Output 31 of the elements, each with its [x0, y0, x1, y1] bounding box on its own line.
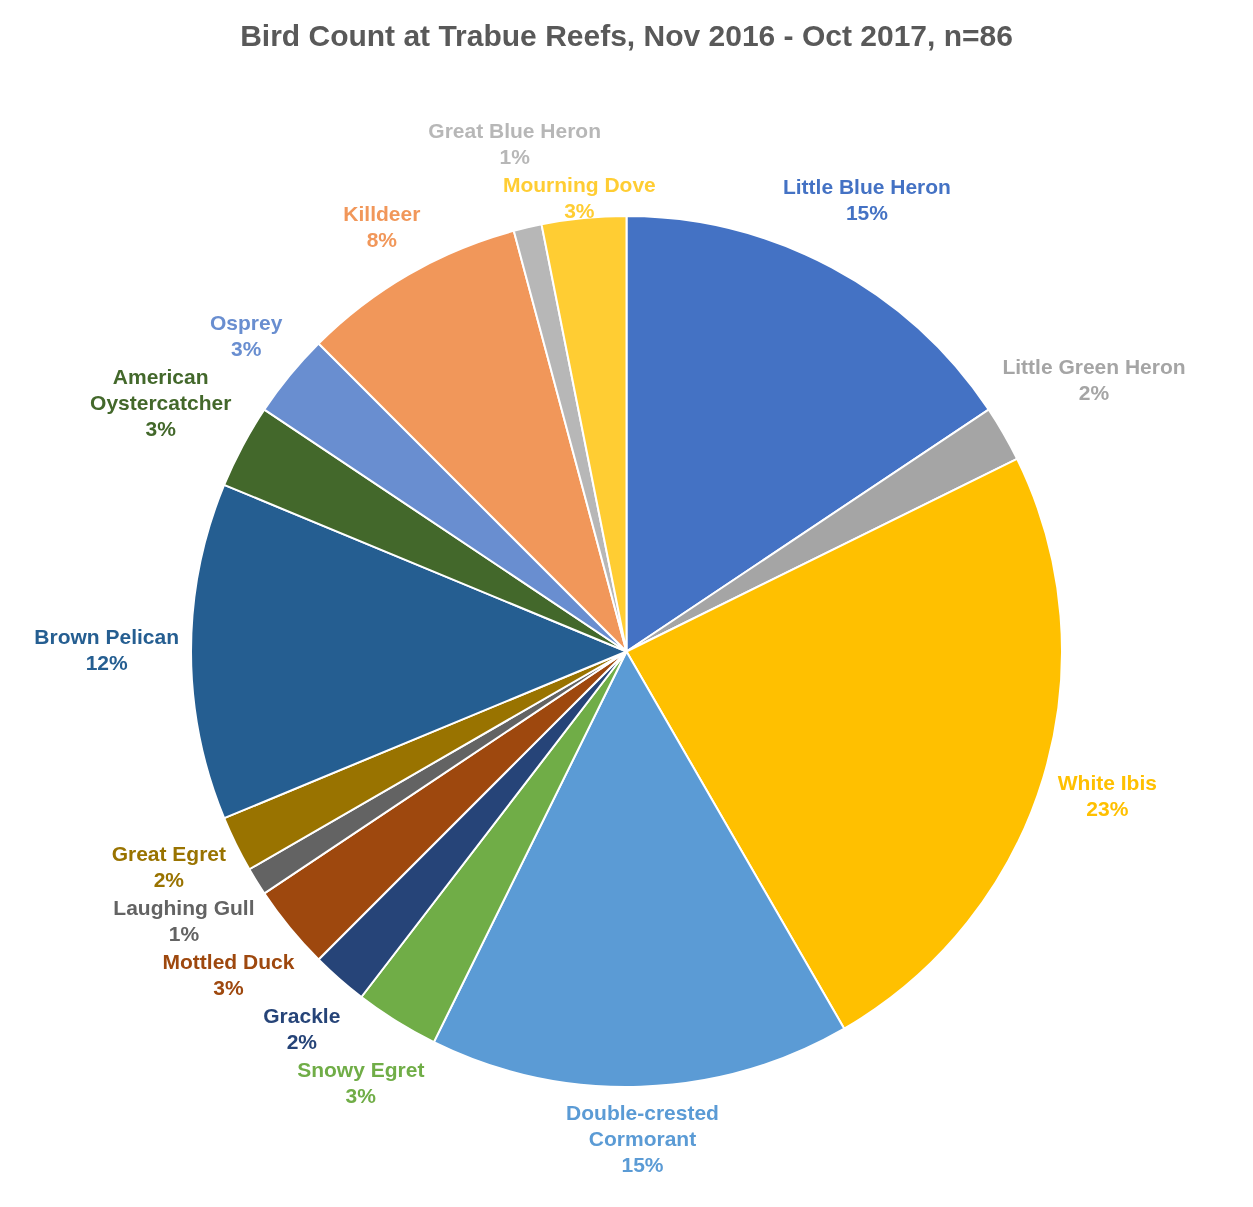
- data-label: 1%: [499, 145, 531, 169]
- data-label: 2%: [1078, 381, 1110, 405]
- slice-label: Double-crested Cormorant: [566, 1101, 719, 1151]
- data-label: 15%: [845, 201, 889, 225]
- data-label: 8%: [366, 227, 398, 251]
- data-label: 23%: [1086, 797, 1129, 821]
- slice-label: Grackle: [263, 1004, 341, 1028]
- slice-label: Great Egret: [111, 842, 227, 866]
- slice-label: Laughing Gull: [113, 896, 255, 920]
- data-label: 2%: [153, 868, 185, 892]
- data-label: 3%: [345, 1084, 377, 1108]
- data-label: 3%: [231, 337, 262, 361]
- data-label: 1%: [168, 922, 200, 946]
- data-label: 3%: [213, 976, 244, 1000]
- data-label: 15%: [621, 1153, 664, 1177]
- slice-label: White Ibis: [1057, 771, 1157, 795]
- data-label: 3%: [145, 417, 177, 441]
- slice-label: Brown Pelican: [34, 625, 179, 649]
- chart-title: Bird Count at Trabue Reefs, Nov 2016 - Oct 2017, n=86: [240, 19, 1013, 53]
- data-label: 3%: [564, 199, 595, 223]
- data-label: 12%: [85, 651, 128, 675]
- slice-label: Snowy Egret: [297, 1058, 425, 1082]
- slice-label: Great Blue Heron: [428, 119, 602, 143]
- slice-label: American Oystercatcher: [90, 365, 232, 415]
- slice-label: Mourning Dove: [502, 173, 656, 197]
- slice-label: Mottled Duck: [162, 950, 295, 974]
- slice-label: Killdeer: [343, 201, 421, 225]
- slice-label: Osprey: [210, 311, 283, 335]
- data-label: 2%: [286, 1030, 318, 1054]
- slice-label: Little Blue Heron: [782, 175, 951, 199]
- slice-label: Little Green Heron: [1002, 355, 1186, 379]
